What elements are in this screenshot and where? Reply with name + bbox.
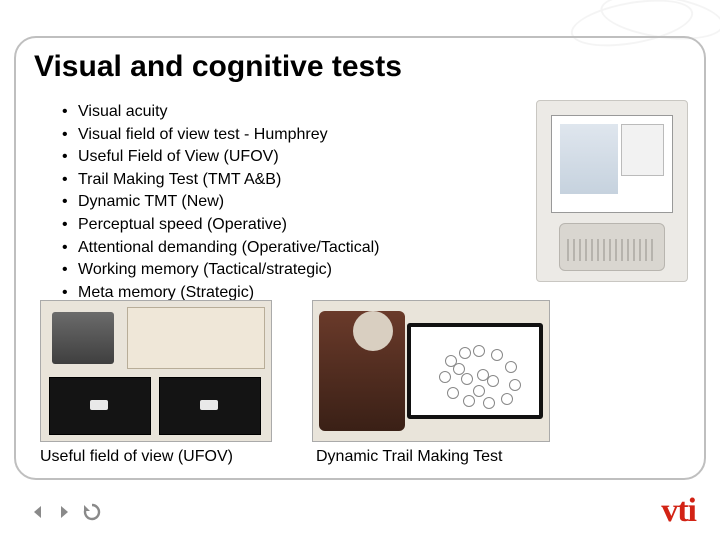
bullet-dot-icon: • — [62, 146, 78, 168]
tmt-target-dot — [505, 361, 517, 373]
bullet-item: •Visual acuity — [62, 101, 380, 123]
slide-title: Visual and cognitive tests — [34, 50, 402, 84]
tmt-target-dot — [487, 375, 499, 387]
tmt-target-dot — [439, 371, 451, 383]
bullet-text: Trail Making Test (TMT A&B) — [78, 169, 281, 191]
slide: Visual and cognitive tests •Visual acuit… — [0, 0, 720, 540]
caption-left: Useful field of view (UFOV) — [40, 448, 233, 466]
caption-right: Dynamic Trail Making Test — [316, 448, 502, 466]
bullet-item: •Visual field of view test - Humphrey — [62, 124, 380, 146]
device-photo-placeholder — [536, 100, 688, 282]
bullet-dot-icon: • — [62, 237, 78, 259]
bullet-text: Attentional demanding (Operative/Tactica… — [78, 237, 380, 259]
bullet-item: •Useful Field of View (UFOV) — [62, 146, 380, 168]
bullet-text: Visual acuity — [78, 101, 168, 123]
tmt-target-dot — [447, 387, 459, 399]
bullet-item: •Attentional demanding (Operative/Tactic… — [62, 237, 380, 259]
dtmt-photo-placeholder — [312, 300, 550, 442]
tmt-target-dot — [509, 379, 521, 391]
bullet-text: Working memory (Tactical/strategic) — [78, 259, 332, 281]
device-vents — [567, 239, 657, 261]
bullet-text: Dynamic TMT (New) — [78, 191, 224, 213]
tmt-target-dot — [463, 395, 475, 407]
bullet-dot-icon: • — [62, 214, 78, 236]
bullet-item: •Trail Making Test (TMT A&B) — [62, 169, 380, 191]
nav-prev-icon[interactable] — [30, 504, 46, 520]
ufov-photo-placeholder — [40, 300, 272, 442]
slide-nav — [30, 502, 102, 522]
ufov-stimulus-panels — [49, 377, 261, 435]
bullet-item: •Working memory (Tactical/strategic) — [62, 259, 380, 281]
tmt-targets — [433, 345, 525, 397]
nav-next-icon[interactable] — [56, 504, 72, 520]
tmt-target-dot — [453, 363, 465, 375]
bullet-text: Perceptual speed (Operative) — [78, 214, 287, 236]
tmt-target-dot — [473, 345, 485, 357]
tmt-target-dot — [459, 347, 471, 359]
bullet-dot-icon: • — [62, 124, 78, 146]
bullet-dot-icon: • — [62, 169, 78, 191]
bullet-item: •Dynamic TMT (New) — [62, 191, 380, 213]
bullet-text: Useful Field of View (UFOV) — [78, 146, 279, 168]
nav-replay-icon[interactable] — [82, 502, 102, 522]
bullet-text: Visual field of view test - Humphrey — [78, 124, 328, 146]
tmt-target-dot — [491, 349, 503, 361]
bullet-list: •Visual acuity•Visual field of view test… — [62, 100, 380, 304]
bullet-dot-icon: • — [62, 191, 78, 213]
bullet-dot-icon: • — [62, 101, 78, 123]
ufov-instruction-panel — [127, 307, 265, 369]
tmt-target-dot — [483, 397, 495, 409]
logo-vti: vti — [661, 492, 696, 530]
tmt-target-dot — [461, 373, 473, 385]
tmt-target-dot — [501, 393, 513, 405]
bullet-item: •Perceptual speed (Operative) — [62, 214, 380, 236]
participant-head — [353, 311, 393, 351]
tmt-target-dot — [473, 385, 485, 397]
device-screen — [551, 115, 673, 213]
bullet-dot-icon: • — [62, 259, 78, 281]
